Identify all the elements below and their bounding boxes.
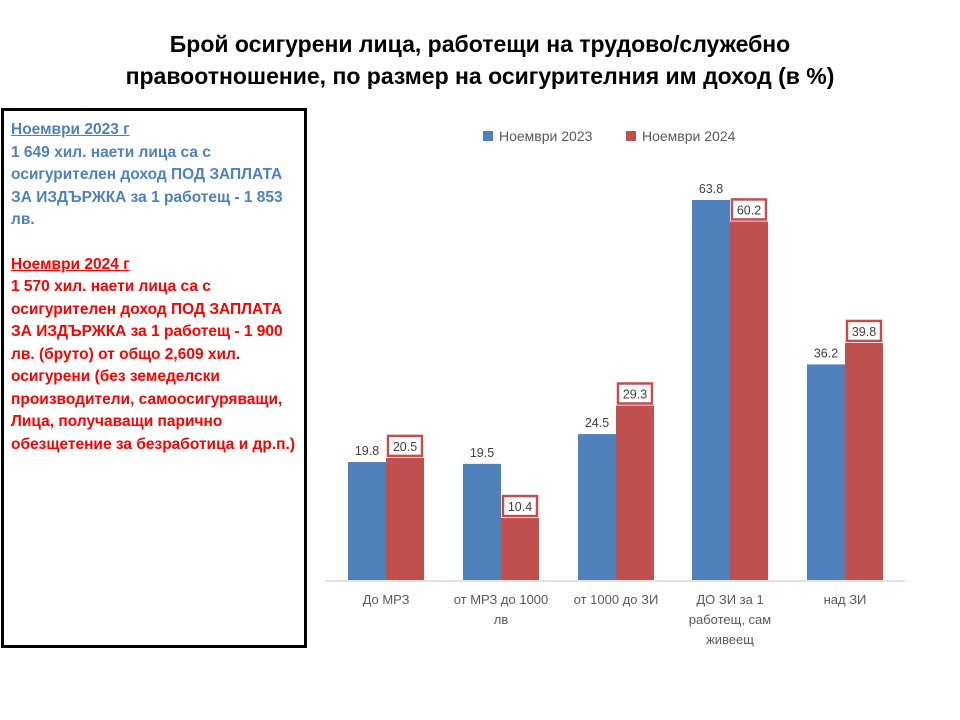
data-label-box-2 xyxy=(501,494,539,518)
bar-1-5 xyxy=(807,364,845,580)
legend-swatch-2 xyxy=(626,131,636,141)
category-label-4: живеещ xyxy=(706,632,754,647)
category-label-4: ДО ЗИ за 1 xyxy=(696,592,763,607)
data-label-1-4: 63.8 xyxy=(699,182,723,196)
bar-2-1 xyxy=(386,457,424,580)
bar-2-4 xyxy=(730,221,768,580)
data-label-2-4: 60.2 xyxy=(737,203,761,217)
text-2024: 1 570 хил. наети лица са с осигурителен … xyxy=(11,278,296,453)
data-label-2-5: 39.8 xyxy=(852,325,876,339)
category-label-3: от 1000 до ЗИ xyxy=(574,592,659,607)
data-label-2-1: 20.5 xyxy=(393,440,417,454)
legend-label-2: Ноември 2024 xyxy=(642,128,736,144)
heading-2024: Ноември 2024 г xyxy=(11,255,130,273)
bar-2-5 xyxy=(845,342,883,580)
category-label-4: работещ, сам xyxy=(689,612,772,627)
bar-1-4 xyxy=(692,200,730,580)
category-label-2: от МРЗ до 1000 xyxy=(454,592,549,607)
data-label-1-2: 19.5 xyxy=(470,446,494,460)
title-line-1: Брой осигурени лица, работещи на трудово… xyxy=(169,31,791,57)
page-title: Брой осигурени лица, работещи на трудово… xyxy=(40,28,920,92)
bar-1-3 xyxy=(578,434,616,580)
data-label-2-3: 29.3 xyxy=(623,387,647,401)
bar-2-3 xyxy=(616,405,654,580)
heading-2023: Ноември 2023 г xyxy=(11,121,130,138)
legend-label-1: Ноември 2023 xyxy=(499,128,593,144)
data-label-1-5: 36.2 xyxy=(814,346,838,360)
text-2023: 1 649 хил. наети лица са с осигурителен … xyxy=(11,143,283,229)
data-label-box-3 xyxy=(616,382,654,405)
bar-1-2 xyxy=(463,463,501,580)
data-label-box-5 xyxy=(845,319,883,343)
data-label-2-2: 10.4 xyxy=(508,500,532,514)
category-label-1: До МРЗ xyxy=(363,592,410,607)
legend-swatch-1 xyxy=(483,131,493,141)
bar-2-2 xyxy=(501,518,539,580)
data-label-box-4 xyxy=(730,198,768,221)
data-label-1-3: 24.5 xyxy=(585,416,609,430)
title-line-2: правоотношение, по размер на осигурителн… xyxy=(125,63,835,89)
data-label-1-1: 19.8 xyxy=(355,444,379,458)
info-textbox: Ноември 2023 г 1 649 хил. наети лица са … xyxy=(1,108,307,648)
bar-1-1 xyxy=(348,462,386,580)
data-label-box-1 xyxy=(386,434,424,458)
category-label-2: лв xyxy=(494,612,509,627)
category-label-5: над ЗИ xyxy=(824,592,867,607)
